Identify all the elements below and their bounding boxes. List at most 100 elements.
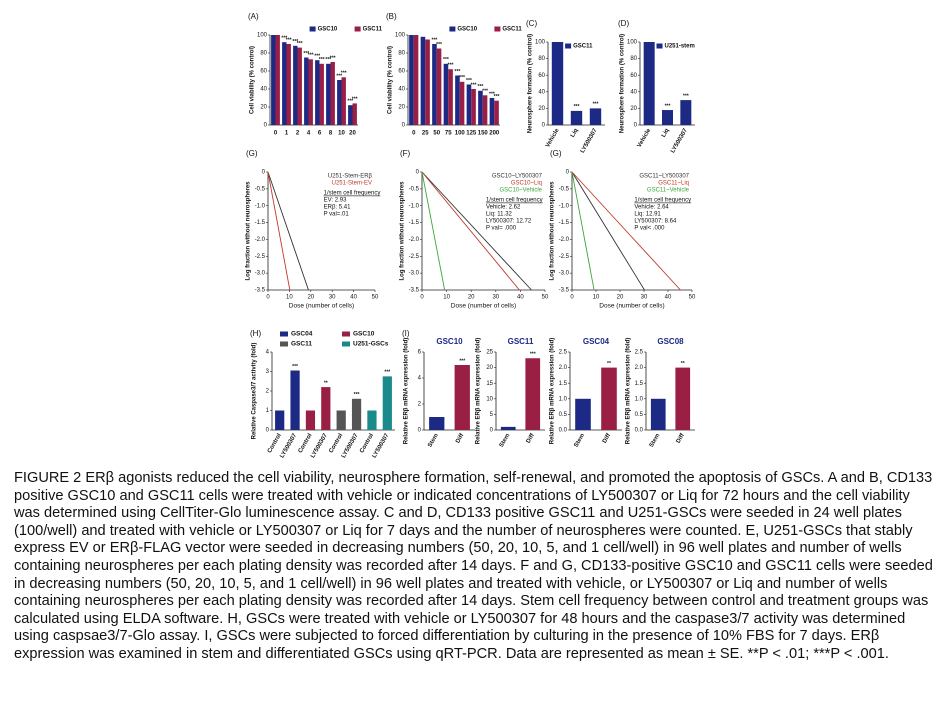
bar xyxy=(429,417,445,430)
bar xyxy=(454,365,470,430)
bar xyxy=(494,100,499,125)
legend-swatch xyxy=(309,26,316,32)
y-tick-label: -3.5 xyxy=(409,288,420,294)
legend-label: U251-GSCs xyxy=(353,341,389,348)
y-tick-label: 0.5 xyxy=(635,412,644,418)
y-tick-label: 2 xyxy=(266,389,270,395)
bar xyxy=(305,410,316,430)
annotation: Vehicle: 2.62 xyxy=(486,205,521,211)
legend-swatch xyxy=(565,43,572,49)
panel-label: (A) xyxy=(248,12,259,21)
bar xyxy=(436,48,442,125)
y-tick-label: -1.0 xyxy=(255,203,266,209)
x-tick-label: 20 xyxy=(468,295,475,301)
significance: *** xyxy=(574,104,580,110)
line xyxy=(267,171,309,291)
y-tick-label: 0 xyxy=(416,170,420,176)
bar xyxy=(448,69,453,125)
y-axis-label: Log fraction without neurospheres xyxy=(400,181,406,281)
x-tick-label: Liq xyxy=(570,128,580,139)
y-tick-label: -3.0 xyxy=(409,271,420,277)
y-axis-label: Relative Caspase3/7 activity (fold) xyxy=(252,343,258,440)
legend-label: GSC10 xyxy=(457,27,477,33)
y-axis-label: Relative ERβ mRNA expression (fold) xyxy=(476,338,482,444)
x-tick-label: 25 xyxy=(422,131,429,137)
significance: *** xyxy=(286,37,292,43)
significance: *** xyxy=(314,54,320,60)
y-tick-label: 20 xyxy=(630,106,637,112)
y-tick-label: 2.0 xyxy=(635,365,644,371)
y-tick-label: -1.5 xyxy=(559,220,570,226)
significance: *** xyxy=(319,57,325,63)
y-tick-label: 4 xyxy=(418,376,422,382)
y-tick-label: -3.5 xyxy=(255,288,266,294)
x-tick-label: Liq xyxy=(661,128,671,139)
y-tick-label: 20 xyxy=(538,106,545,112)
x-axis-label: Dose (number of cells) xyxy=(599,303,664,310)
legend-label: GSC11~Liq xyxy=(658,181,689,187)
x-tick-label: Diff xyxy=(676,432,687,445)
annotation: 1/stem cell frequency xyxy=(634,198,691,204)
x-tick-label: LY500307 xyxy=(580,127,599,154)
y-tick-label: 2.5 xyxy=(635,350,644,356)
x-tick-label: Vehicle xyxy=(637,127,653,148)
significance: *** xyxy=(432,37,438,43)
y-tick-label: 0 xyxy=(542,123,546,129)
bar xyxy=(525,358,541,430)
bar xyxy=(425,39,430,125)
line xyxy=(571,171,645,291)
panel-label: (G) xyxy=(246,149,258,158)
significance: *** xyxy=(466,78,472,84)
y-tick-label: 10 xyxy=(486,396,493,402)
bar xyxy=(282,42,287,126)
bar xyxy=(455,75,460,125)
significance: *** xyxy=(292,39,298,45)
x-tick-label: Stem xyxy=(499,433,512,449)
y-tick-label: 0 xyxy=(418,428,422,434)
bar xyxy=(297,47,302,125)
significance: ** xyxy=(607,361,611,367)
y-tick-label: 0.0 xyxy=(635,428,644,434)
panel-label: (G) xyxy=(550,149,562,158)
significance: *** xyxy=(325,57,331,63)
y-tick-label: 2 xyxy=(418,402,422,408)
y-axis-label: Relative ERβ mRNA expression (fold) xyxy=(404,338,410,444)
x-tick-label: 40 xyxy=(665,295,672,301)
annotation: Liq: 12.91 xyxy=(634,212,661,218)
significance: ** xyxy=(681,361,685,367)
x-tick-label: 1 xyxy=(285,131,289,137)
significance: *** xyxy=(330,55,336,61)
y-tick-label: 0.0 xyxy=(559,428,568,434)
x-tick-label: Vehicle xyxy=(545,127,561,148)
line xyxy=(571,171,681,291)
significance: *** xyxy=(494,94,500,100)
x-tick-label: Control xyxy=(267,433,283,455)
y-tick-label: -3.5 xyxy=(559,288,570,294)
x-tick-label: LY500307 xyxy=(670,127,689,154)
y-axis-label: Neurosphere formation (% control) xyxy=(620,34,626,133)
y-tick-label: 20 xyxy=(260,105,267,111)
x-tick-label: 30 xyxy=(329,295,336,301)
legend-swatch xyxy=(280,331,288,337)
x-tick-label: 150 xyxy=(478,131,489,137)
panel-label: (C) xyxy=(526,19,537,28)
x-tick-label: 75 xyxy=(445,131,452,137)
bar xyxy=(326,63,331,125)
x-tick-label: 100 xyxy=(455,131,466,137)
significance: *** xyxy=(436,42,442,48)
significance: *** xyxy=(354,392,360,398)
y-tick-label: 100 xyxy=(627,40,638,46)
line xyxy=(421,171,520,291)
bar xyxy=(489,98,495,125)
legend-swatch xyxy=(656,43,663,49)
significance: *** xyxy=(482,89,488,95)
y-tick-label: 80 xyxy=(630,56,637,62)
x-tick-label: 10 xyxy=(443,295,450,301)
bar xyxy=(443,63,449,125)
x-tick-label: 40 xyxy=(350,295,357,301)
x-tick-label: 200 xyxy=(489,131,500,137)
bar xyxy=(482,95,488,125)
legend-label: U251-Stem-ERβ xyxy=(328,174,373,180)
significance: *** xyxy=(303,51,309,57)
x-tick-label: Control xyxy=(328,433,344,455)
